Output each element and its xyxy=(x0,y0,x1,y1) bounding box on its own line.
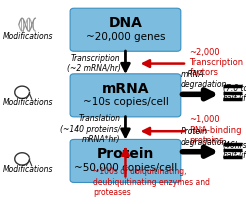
Text: (7.6 to 9hrs
half-life): (7.6 to 9hrs half-life) xyxy=(223,83,246,102)
Text: DNA: DNA xyxy=(108,16,142,30)
Text: (46hrs
half-life): (46hrs half-life) xyxy=(223,140,246,160)
Text: ~10s copies/cell: ~10s copies/cell xyxy=(82,97,169,107)
FancyBboxPatch shape xyxy=(70,74,181,117)
Text: Modifications: Modifications xyxy=(2,164,53,173)
FancyBboxPatch shape xyxy=(70,140,181,183)
Text: ~50,000 copies/cell: ~50,000 copies/cell xyxy=(74,162,177,172)
Text: ~20,000 genes: ~20,000 genes xyxy=(86,32,165,42)
Text: Protein
degradation: Protein degradation xyxy=(181,126,227,146)
Text: Translation
(~140 proteins/
mRNA*hr): Translation (~140 proteins/ mRNA*hr) xyxy=(60,114,121,143)
Text: mRNA: mRNA xyxy=(102,81,149,95)
Text: ~2,000
Transcription
factors: ~2,000 Transcription factors xyxy=(189,47,244,77)
Text: Modifications: Modifications xyxy=(2,98,53,106)
Text: Transcription
(~2 mRNA/hr): Transcription (~2 mRNA/hr) xyxy=(67,54,121,73)
Text: Modifications: Modifications xyxy=(2,32,53,41)
FancyBboxPatch shape xyxy=(70,9,181,52)
Text: ~100s of ubiquitinating,
deubiquitinating enzymes and
proteases: ~100s of ubiquitinating, deubiquitinatin… xyxy=(93,167,211,196)
Text: mRNA
degradation: mRNA degradation xyxy=(181,69,227,89)
Text: Protein: Protein xyxy=(97,146,154,160)
Text: ~1,000
RNA-binding
proteins: ~1,000 RNA-binding proteins xyxy=(189,115,242,144)
